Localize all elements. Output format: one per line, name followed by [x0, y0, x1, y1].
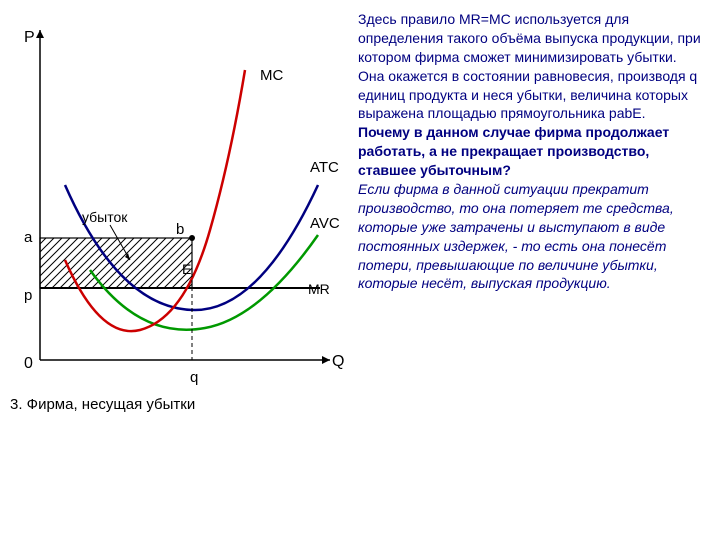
paragraph-1: Здесь правило MR=MC используется для опр… — [358, 11, 701, 121]
svg-text:b: b — [176, 221, 184, 238]
svg-text:Q: Q — [332, 353, 344, 370]
explanation-text: Здесь правило MR=MC используется для опр… — [350, 10, 710, 530]
svg-text:q: q — [190, 369, 198, 386]
svg-text:p: p — [24, 287, 32, 304]
svg-text:убыток: убыток — [82, 209, 128, 225]
paragraph-2-question: Почему в данном случае фирма продолжает … — [358, 124, 669, 178]
chart-panel: P Q 0 МС АТС AVC MR a b Ep q убыток 3. Фирма, несущ… — [10, 10, 350, 530]
chart-caption: 3. Фирма, несущая убытки — [10, 396, 350, 413]
svg-text:MR: MR — [308, 281, 330, 297]
svg-text:0: 0 — [24, 355, 33, 372]
svg-text:МС: МС — [260, 67, 283, 84]
paragraph-3: Если фирма в данной ситуации прекратит п… — [358, 181, 674, 291]
svg-text:АТС: АТС — [310, 159, 339, 176]
svg-text:AVC: AVC — [310, 215, 340, 232]
economics-chart: P Q 0 МС АТС AVC MR a b Ep q убыток — [10, 10, 350, 390]
svg-text:P: P — [24, 29, 35, 46]
svg-text:a: a — [24, 229, 33, 246]
svg-text:E: E — [182, 261, 191, 277]
